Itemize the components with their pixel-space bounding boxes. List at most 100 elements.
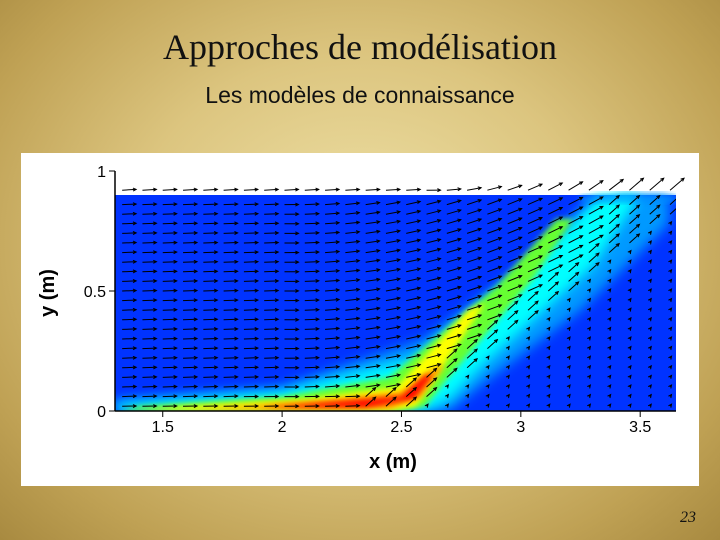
velocity-arrow: [345, 345, 361, 350]
velocity-arrow: [122, 288, 138, 293]
velocity-arrow: [183, 307, 199, 312]
velocity-arrow: [183, 288, 199, 293]
velocity-arrow: [203, 202, 219, 207]
velocity-arrow: [629, 204, 641, 215]
velocity-arrow: [142, 317, 158, 322]
velocity-arrow: [668, 278, 673, 283]
velocity-arrow: [487, 319, 499, 330]
velocity-arrow: [304, 259, 320, 264]
velocity-arrow: [183, 336, 199, 341]
velocity-arrow: [568, 225, 584, 234]
velocity-arrow: [183, 365, 199, 370]
velocity-arrow: [304, 374, 320, 379]
velocity-arrow: [325, 259, 341, 264]
velocity-arrow: [405, 386, 418, 397]
velocity-arrow: [405, 377, 418, 388]
velocity-arrow: [385, 306, 402, 311]
velocity-arrow: [607, 384, 612, 389]
velocity-arrow: [668, 403, 673, 408]
velocity-arrow: [243, 250, 260, 255]
velocity-arrow: [304, 187, 320, 192]
velocity-arrow: [385, 325, 402, 330]
velocity-arrow: [507, 284, 523, 292]
velocity-arrow: [406, 267, 422, 273]
y-axis-ticks: 00.51: [84, 164, 115, 421]
velocity-arrow: [526, 336, 531, 341]
velocity-arrow: [162, 259, 178, 264]
velocity-arrow: [284, 260, 300, 265]
velocity-arrow: [284, 346, 300, 351]
velocity-arrow: [325, 384, 341, 389]
velocity-arrow: [406, 200, 422, 206]
velocity-arrow: [446, 324, 462, 330]
velocity-arrow: [325, 326, 341, 331]
velocity-arrow: [243, 375, 260, 379]
velocity-arrow: [243, 202, 260, 207]
velocity-arrow: [426, 324, 442, 330]
velocity-arrow: [284, 365, 300, 370]
velocity-arrow: [243, 404, 260, 409]
velocity-arrow: [647, 268, 652, 274]
velocity-arrow: [546, 345, 551, 351]
velocity-arrow: [507, 184, 523, 191]
velocity-arrow: [466, 227, 483, 234]
velocity-arrow: [122, 384, 138, 389]
velocity-arrow: [568, 254, 584, 263]
velocity-arrow: [385, 267, 402, 273]
velocity-arrow: [568, 271, 580, 282]
x-tick-label: 1.5: [152, 419, 174, 436]
velocity-arrow: [608, 242, 621, 253]
velocity-arrow: [385, 187, 402, 192]
velocity-arrow: [264, 307, 280, 312]
velocity-arrow: [385, 219, 402, 225]
velocity-arrow: [243, 365, 260, 370]
velocity-arrow: [365, 210, 381, 215]
velocity-arrow: [183, 187, 199, 192]
velocity-arrow: [162, 346, 178, 351]
velocity-arrow: [142, 240, 158, 245]
velocity-arrow: [406, 324, 422, 330]
velocity-arrow: [507, 319, 519, 330]
velocity-arrow: [365, 364, 381, 369]
velocity-arrow: [406, 363, 422, 369]
velocity-arrow: [507, 310, 519, 321]
velocity-arrow: [162, 394, 178, 399]
velocity-arrow: [385, 315, 402, 321]
velocity-arrow: [385, 363, 402, 369]
velocity-arrow: [122, 202, 138, 207]
velocity-arrow: [325, 297, 341, 302]
velocity-arrow: [385, 200, 402, 206]
velocity-arrow: [607, 326, 612, 331]
velocity-arrow: [304, 250, 320, 255]
velocity-arrow: [629, 177, 645, 191]
velocity-arrow: [507, 294, 523, 302]
velocity-arrow: [647, 336, 652, 341]
velocity-arrow: [325, 240, 341, 245]
velocity-arrow: [162, 250, 178, 255]
velocity-arrow: [142, 250, 158, 255]
velocity-arrow: [608, 233, 621, 244]
velocity-arrow: [345, 278, 361, 283]
velocity-arrow: [466, 323, 483, 330]
velocity-arrow: [548, 254, 564, 263]
velocity-arrow: [203, 279, 219, 283]
velocity-arrow: [304, 336, 320, 341]
velocity-arrow: [162, 375, 178, 379]
velocity-arrow: [426, 334, 442, 340]
velocity-arrow: [527, 217, 544, 225]
velocity-arrow: [203, 307, 219, 312]
velocity-arrow: [487, 256, 503, 263]
velocity-arrow: [325, 230, 341, 235]
velocity-arrow: [426, 343, 442, 350]
velocity-arrow: [465, 374, 470, 379]
velocity-arrow: [264, 336, 280, 341]
velocity-arrow: [568, 235, 584, 244]
velocity-arrow: [203, 269, 219, 274]
velocity-arrow: [466, 348, 478, 359]
velocity-arrow: [203, 221, 219, 226]
y-axis-label: y (m): [37, 269, 59, 317]
velocity-arrow: [223, 259, 239, 264]
velocity-arrow: [365, 316, 381, 321]
velocity-arrow: [243, 240, 260, 245]
velocity-arrow: [223, 231, 239, 235]
